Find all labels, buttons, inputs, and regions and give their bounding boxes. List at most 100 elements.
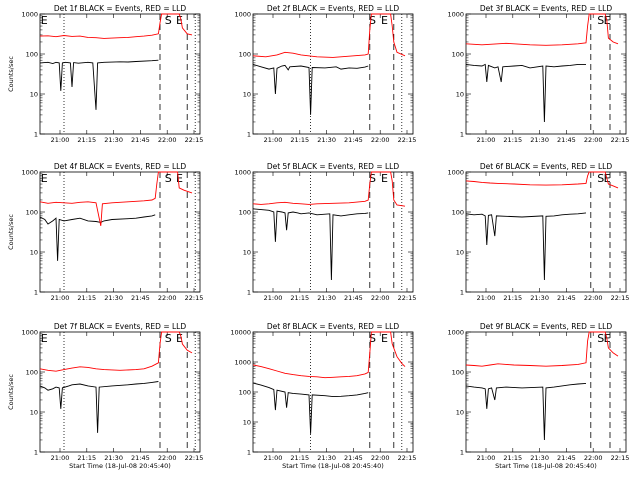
x-tick-label: 21:30 [530, 136, 549, 144]
event-marker-label: S [597, 172, 604, 185]
detector-panel: Det 1f BLACK = Events, RED = LLD 1 10 100 10… [7, 4, 203, 144]
x-tick-label: 22:00 [584, 136, 603, 144]
event-marker-label: S [165, 332, 172, 345]
y-tick-label: 100 [239, 389, 251, 397]
x-tick-label: 21:00 [51, 136, 70, 144]
x-tick-label: 21:15 [503, 136, 522, 144]
y-tick-label: 100 [452, 369, 464, 377]
plot-frame [39, 13, 201, 135]
plot-frame [465, 13, 627, 135]
x-tick-label: 22:00 [158, 294, 177, 302]
x-tick-label: 21:15 [77, 136, 96, 144]
chart-title: Det 2f BLACK = Events, RED = LLD [267, 4, 400, 13]
x-tick-label: 22:00 [584, 454, 603, 462]
series-line-black [465, 212, 587, 281]
x-tick-label: 22:00 [371, 454, 390, 462]
x-tick-label: 22:15 [185, 136, 204, 144]
x-tick-label: 21:45 [557, 136, 576, 144]
x-tick-label: 21:15 [503, 294, 522, 302]
plot-frame [465, 171, 627, 293]
event-marker-label: S [597, 332, 604, 345]
y-tick-label: 10 [243, 91, 251, 99]
event-marker-label: E [381, 172, 388, 185]
chart-title: Det 5f BLACK = Events, RED = LLD [267, 162, 400, 171]
x-tick-label: 22:15 [185, 294, 204, 302]
plot-frame [39, 331, 201, 453]
y-tick-label: 10 [456, 91, 464, 99]
y-tick-label: 1000 [234, 359, 251, 367]
chart-title: Det 4f BLACK = Events, RED = LLD [54, 162, 187, 171]
detector-panel: Det 3f BLACK = Events, RED = LLD 1 10 100 10… [447, 4, 629, 144]
y-tick-label: 1000 [21, 169, 38, 177]
x-tick-label: 21:00 [51, 454, 70, 462]
x-tick-label: 21:30 [317, 454, 336, 462]
x-tick-label: 22:00 [371, 294, 390, 302]
y-tick-label: 10 [243, 249, 251, 257]
y-tick-label: 10 [30, 249, 38, 257]
series-line-red [39, 13, 193, 39]
x-axis-label: Start Time (18-Jul-08 20:45:40) [495, 462, 597, 470]
detector-panel: Det 7f BLACK = Events, RED = LLD 1 10 100 10… [7, 322, 203, 470]
y-tick-label: 1 [247, 131, 251, 139]
series-line-red [252, 13, 406, 58]
x-tick-label: 21:45 [131, 136, 150, 144]
x-tick-label: 21:30 [104, 454, 123, 462]
x-tick-label: 22:15 [398, 294, 417, 302]
detector-panel: Det 6f BLACK = Events, RED = LLD 1 10 100 10… [447, 162, 629, 302]
series-line-red [252, 171, 406, 207]
event-marker-label: E [176, 14, 183, 27]
series-line-black [252, 63, 369, 115]
y-tick-label: 1 [460, 131, 464, 139]
x-tick-label: 21:30 [530, 454, 549, 462]
x-tick-label: 21:00 [477, 136, 496, 144]
x-axis-label: Start Time (18-Jul-08 20:45:40) [282, 462, 384, 470]
x-tick-label: 21:15 [290, 294, 309, 302]
y-tick-label: 1000 [447, 11, 464, 19]
x-tick-label: 21:45 [344, 136, 363, 144]
series-line-red [465, 171, 619, 189]
x-tick-label: 21:15 [290, 454, 309, 462]
y-tick-label: 10000 [230, 329, 251, 337]
x-tick-label: 21:15 [77, 454, 96, 462]
event-marker-label: E [41, 14, 48, 27]
chart-title: Det 1f BLACK = Events, RED = LLD [54, 4, 187, 13]
series-line-black [39, 59, 159, 110]
series-line-black [39, 214, 156, 261]
x-tick-label: 21:00 [477, 454, 496, 462]
event-marker-label: S [597, 14, 604, 27]
detector-panel: Det 9f BLACK = Events, RED = LLD 1 10 100 10… [447, 322, 629, 470]
event-marker-label: S [369, 332, 376, 345]
detector-panel: Det 2f BLACK = Events, RED = LLD 1 10 100 10… [234, 4, 416, 144]
y-tick-label: 100 [26, 209, 38, 217]
y-tick-label: 1 [247, 289, 251, 297]
x-tick-label: 21:30 [317, 136, 336, 144]
chart-title: Det 3f BLACK = Events, RED = LLD [480, 4, 613, 13]
y-tick-label: 100 [452, 209, 464, 217]
x-tick-label: 22:15 [611, 294, 630, 302]
x-tick-label: 21:45 [557, 294, 576, 302]
x-tick-label: 21:45 [344, 454, 363, 462]
y-tick-label: 100 [239, 209, 251, 217]
series-line-black [39, 381, 159, 433]
x-axis-label: Start Time (18-Jul-08 20:45:40) [69, 462, 171, 470]
y-tick-label: 1000 [234, 11, 251, 19]
x-tick-label: 22:15 [398, 136, 417, 144]
event-marker-label: E [381, 332, 388, 345]
series-line-red [465, 13, 619, 46]
y-tick-label: 1000 [447, 169, 464, 177]
event-marker-label: S [369, 14, 376, 27]
x-tick-label: 21:30 [530, 294, 549, 302]
x-tick-label: 22:00 [158, 454, 177, 462]
x-tick-label: 21:00 [264, 136, 283, 144]
x-tick-label: 22:00 [158, 136, 177, 144]
y-tick-label: 100 [452, 51, 464, 59]
chart-title: Det 9f BLACK = Events, RED = LLD [480, 322, 613, 331]
x-tick-label: 21:30 [104, 136, 123, 144]
y-tick-label: 1000 [234, 169, 251, 177]
x-tick-label: 21:00 [264, 454, 283, 462]
y-tick-label: 1 [34, 289, 38, 297]
x-tick-label: 22:15 [611, 136, 630, 144]
y-tick-label: 10 [456, 409, 464, 417]
y-tick-label: 1 [460, 449, 464, 457]
